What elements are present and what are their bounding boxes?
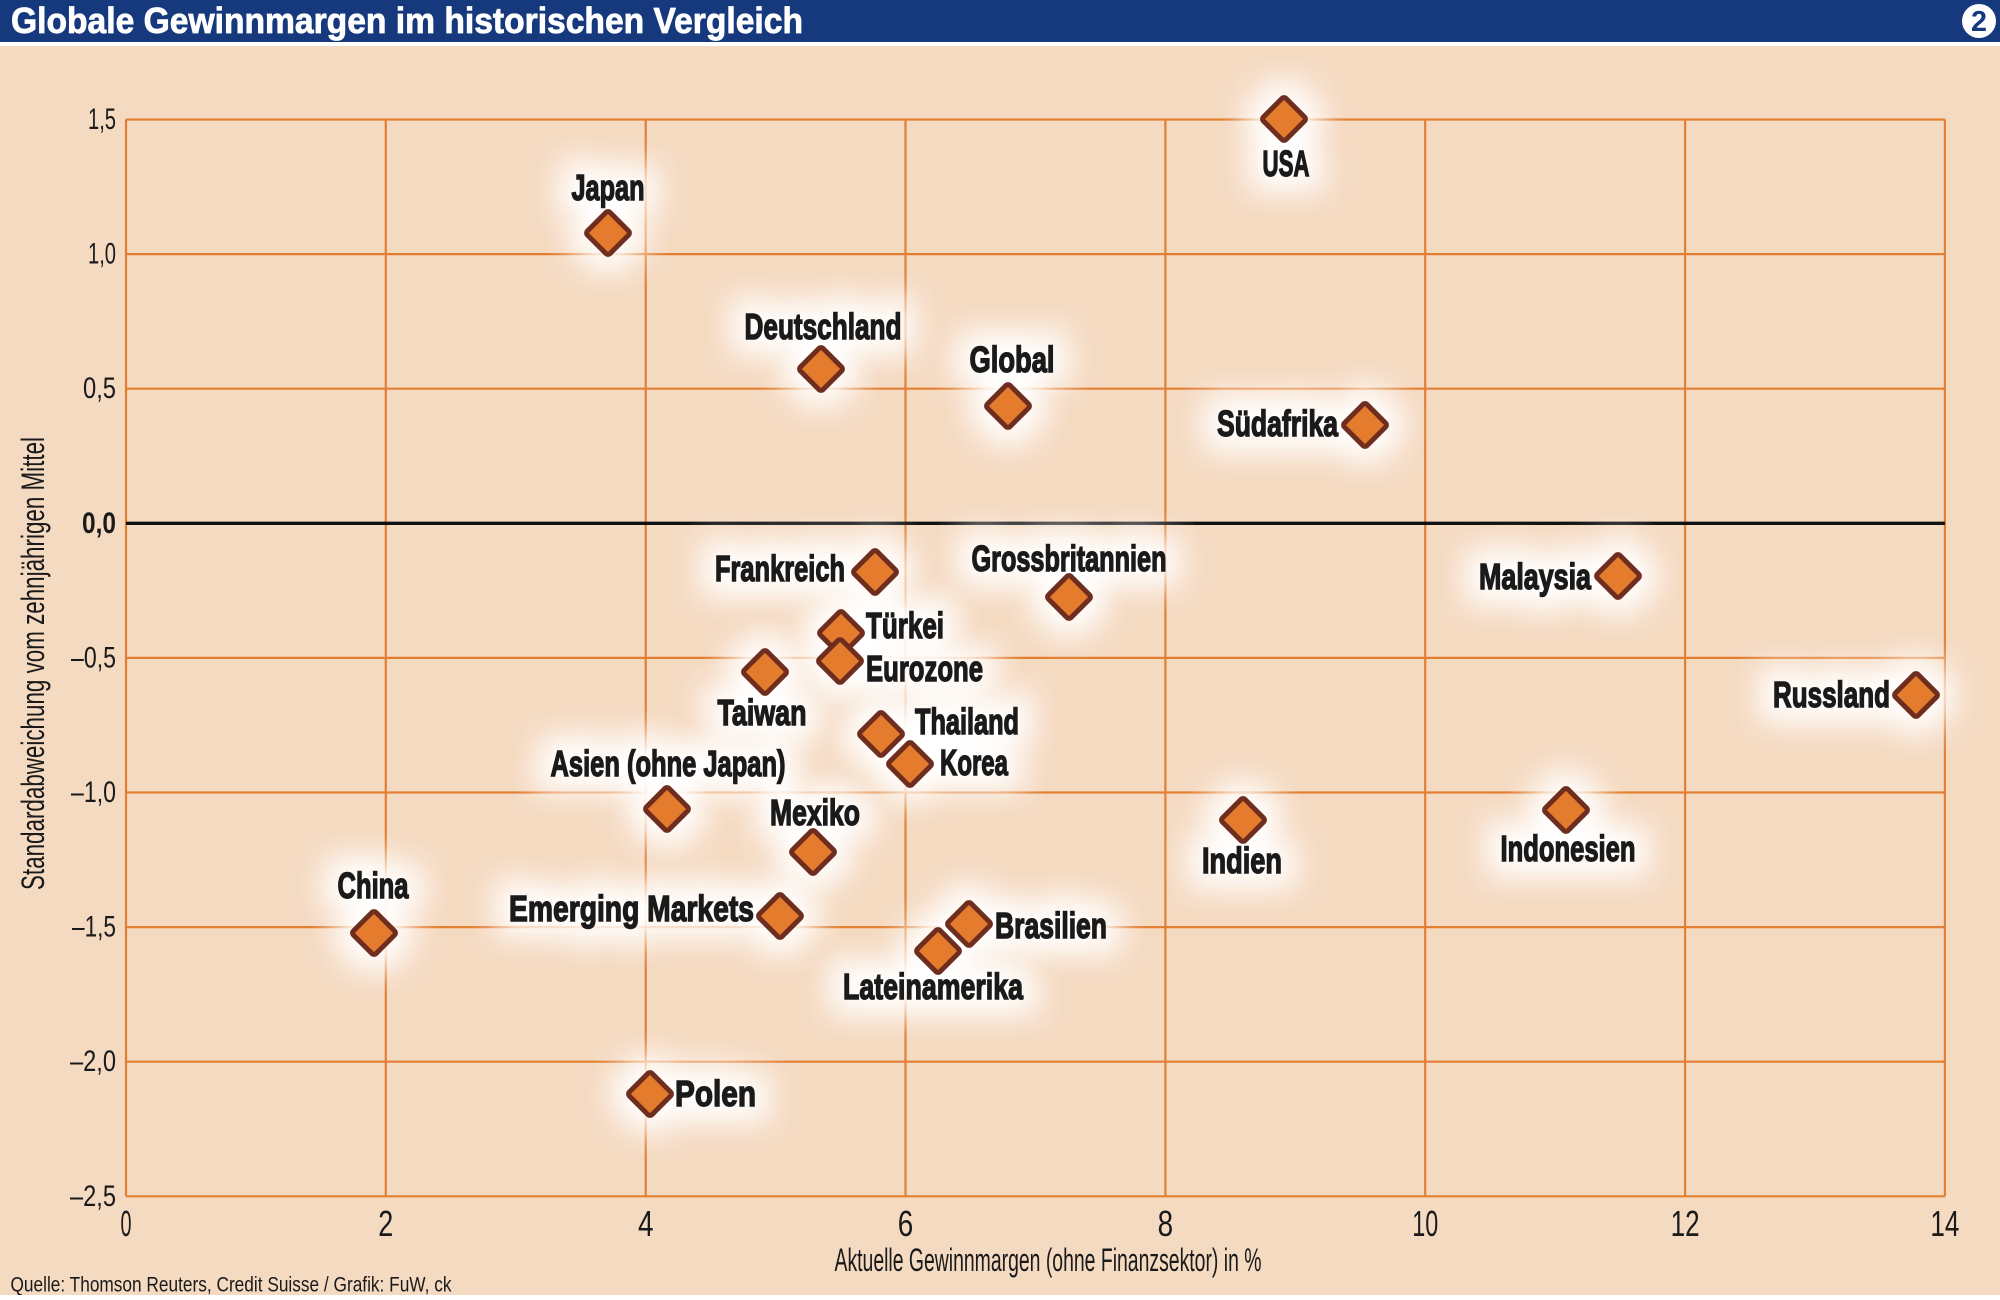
svg-text:0,5: 0,5 xyxy=(83,372,116,405)
svg-text:Eurozone: Eurozone xyxy=(866,648,983,689)
svg-text:Global: Global xyxy=(970,339,1055,380)
svg-text:–1,0: –1,0 xyxy=(71,776,116,809)
svg-text:Taiwan: Taiwan xyxy=(718,692,807,733)
svg-text:Polen: Polen xyxy=(675,1073,756,1114)
svg-text:Aktuelle Gewinnmargen (ohne Fi: Aktuelle Gewinnmargen (ohne Finanzsektor… xyxy=(835,1242,1262,1278)
svg-text:USA: USA xyxy=(1263,143,1310,184)
svg-text:Quelle: Thomson Reuters, Credi: Quelle: Thomson Reuters, Credit Suisse /… xyxy=(11,1273,452,1296)
svg-text:1,0: 1,0 xyxy=(88,238,116,271)
svg-text:Russland: Russland xyxy=(1773,674,1890,715)
svg-text:2: 2 xyxy=(1971,6,1987,38)
svg-text:0: 0 xyxy=(121,1203,132,1244)
svg-text:14: 14 xyxy=(1930,1203,1959,1244)
svg-text:Deutschland: Deutschland xyxy=(745,306,902,347)
svg-text:Indonesien: Indonesien xyxy=(1501,828,1636,869)
svg-text:Deutschland: Deutschland xyxy=(745,306,902,347)
svg-text:Global: Global xyxy=(970,339,1055,380)
svg-text:Thailand: Thailand xyxy=(915,701,1019,742)
svg-text:Südafrika: Südafrika xyxy=(1217,403,1339,444)
svg-text:Polen: Polen xyxy=(675,1073,756,1114)
svg-text:–2,5: –2,5 xyxy=(70,1180,116,1213)
svg-text:Grossbritannien: Grossbritannien xyxy=(972,538,1167,579)
svg-text:Frankreich: Frankreich xyxy=(715,548,845,589)
svg-text:0,0: 0,0 xyxy=(82,507,116,540)
svg-text:Eurozone: Eurozone xyxy=(866,648,983,689)
svg-text:8: 8 xyxy=(1158,1203,1174,1244)
svg-text:Thailand: Thailand xyxy=(915,701,1019,742)
svg-text:12: 12 xyxy=(1671,1203,1700,1244)
svg-text:–1,5: –1,5 xyxy=(72,911,116,944)
svg-text:Brasilien: Brasilien xyxy=(995,905,1107,946)
svg-text:Korea: Korea xyxy=(940,742,1008,783)
svg-text:–2,0: –2,0 xyxy=(70,1045,116,1078)
svg-text:Mexiko: Mexiko xyxy=(770,792,860,833)
svg-text:Türkei: Türkei xyxy=(866,605,944,646)
svg-text:Mexiko: Mexiko xyxy=(770,792,860,833)
svg-text:Japan: Japan xyxy=(572,167,645,208)
svg-text:2: 2 xyxy=(378,1203,393,1244)
svg-text:Südafrika: Südafrika xyxy=(1217,403,1339,444)
svg-text:Türkei: Türkei xyxy=(866,605,944,646)
svg-text:Indien: Indien xyxy=(1202,840,1282,881)
svg-text:Lateinamerika: Lateinamerika xyxy=(843,966,1024,1007)
svg-text:Globale Gewinnmargen im histor: Globale Gewinnmargen im historischen Ver… xyxy=(11,0,803,41)
svg-text:–0,5: –0,5 xyxy=(71,641,116,674)
svg-text:1,5: 1,5 xyxy=(88,103,116,136)
svg-text:China: China xyxy=(338,865,409,906)
svg-text:Brasilien: Brasilien xyxy=(995,905,1107,946)
svg-text:Malaysia: Malaysia xyxy=(1479,556,1592,597)
svg-text:Lateinamerika: Lateinamerika xyxy=(843,966,1024,1007)
svg-text:4: 4 xyxy=(638,1203,654,1244)
svg-text:Asien (ohne Japan): Asien (ohne Japan) xyxy=(551,743,786,784)
svg-text:Emerging Markets: Emerging Markets xyxy=(509,888,754,929)
svg-text:10: 10 xyxy=(1412,1203,1438,1244)
svg-text:Russland: Russland xyxy=(1773,674,1890,715)
svg-text:Indien: Indien xyxy=(1202,840,1282,881)
svg-text:China: China xyxy=(338,865,409,906)
svg-text:Grossbritannien: Grossbritannien xyxy=(972,538,1167,579)
svg-text:6: 6 xyxy=(898,1203,914,1244)
svg-text:Frankreich: Frankreich xyxy=(715,548,845,589)
svg-text:USA: USA xyxy=(1263,143,1310,184)
svg-text:Taiwan: Taiwan xyxy=(718,692,807,733)
svg-text:Malaysia: Malaysia xyxy=(1479,556,1592,597)
svg-text:Asien (ohne Japan): Asien (ohne Japan) xyxy=(551,743,786,784)
svg-text:Korea: Korea xyxy=(940,742,1008,783)
svg-text:Standardabweichung vom zehnjäh: Standardabweichung vom zehnjährigen Mitt… xyxy=(15,437,51,890)
svg-text:Emerging Markets: Emerging Markets xyxy=(509,888,754,929)
svg-text:Indonesien: Indonesien xyxy=(1501,828,1636,869)
svg-text:Japan: Japan xyxy=(572,167,645,208)
